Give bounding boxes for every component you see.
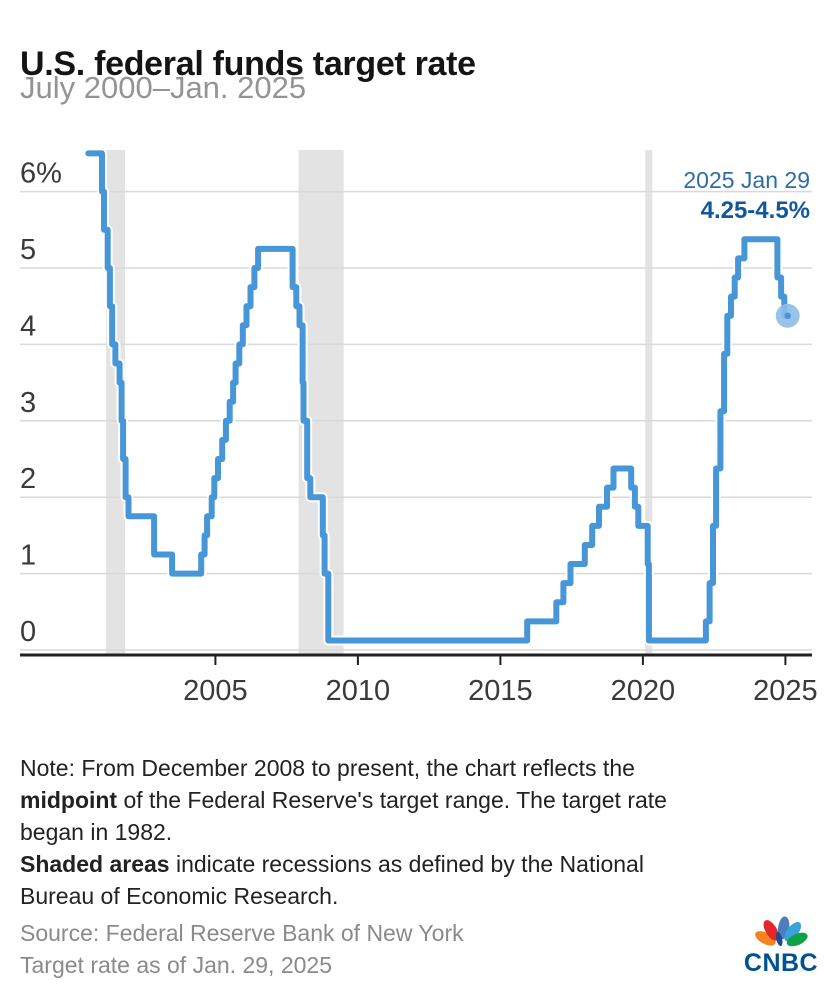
y-axis-label: 3 [20, 387, 36, 419]
source-line: Source: Federal Reserve Bank of New York [20, 920, 464, 946]
recession-band [645, 150, 653, 655]
latest-point-center [784, 312, 791, 319]
page-title: U.S. federal funds target rate [20, 44, 476, 83]
note-line: Note: From December 2008 to present, the… [20, 755, 635, 781]
asof-line: Target rate as of Jan. 29, 2025 [20, 952, 332, 978]
note-line: Bureau of Economic Research. [20, 883, 339, 909]
y-axis-label: 5 [20, 234, 36, 266]
note-line: midpoint of the Federal Reserve's target… [20, 787, 667, 813]
y-axis-label: 1 [20, 540, 36, 572]
peacock-feather-green [786, 932, 808, 947]
y-axis-label: 6% [20, 158, 62, 190]
y-axis-label: 4 [20, 310, 36, 342]
x-axis-label: 2025 [753, 675, 818, 707]
cnbc-peacock-icon [755, 916, 808, 947]
peacock-body [775, 931, 783, 947]
cnbc-wordmark: CNBC [743, 949, 819, 977]
rate-chart: 0 1 2 3 4 5 6% 2005 2010 2015 2020 2025 [20, 148, 818, 707]
rate-line [85, 150, 791, 644]
cnbc-logo: CNBC [738, 906, 824, 978]
x-axis-label: 2005 [183, 675, 248, 707]
x-axis-label: 2010 [326, 675, 391, 707]
annotation-value: 4.25-4.5% [700, 197, 810, 224]
peacock-feather-orange [755, 931, 776, 946]
note: Note: From December 2008 to present, the… [20, 752, 667, 912]
peacock-feather-lightblue [784, 922, 802, 942]
rate-line-casing [83, 148, 793, 646]
x-axis-label: 2015 [468, 675, 533, 707]
peacock-feather-red [763, 920, 779, 941]
annotation-date: 2025 Jan 29 [683, 167, 810, 193]
y-axis-label: 2 [20, 463, 36, 495]
note-line: Shaded areas indicate recessions as defi… [20, 851, 644, 877]
source-block: Source: Federal Reserve Bank of New York… [20, 917, 464, 981]
x-axis-label: 2020 [611, 675, 676, 707]
y-axis-label: 0 [20, 616, 36, 648]
note-line: began in 1982. [20, 819, 173, 845]
page-subtitle: July 2000–Jan. 2025 [20, 70, 307, 105]
